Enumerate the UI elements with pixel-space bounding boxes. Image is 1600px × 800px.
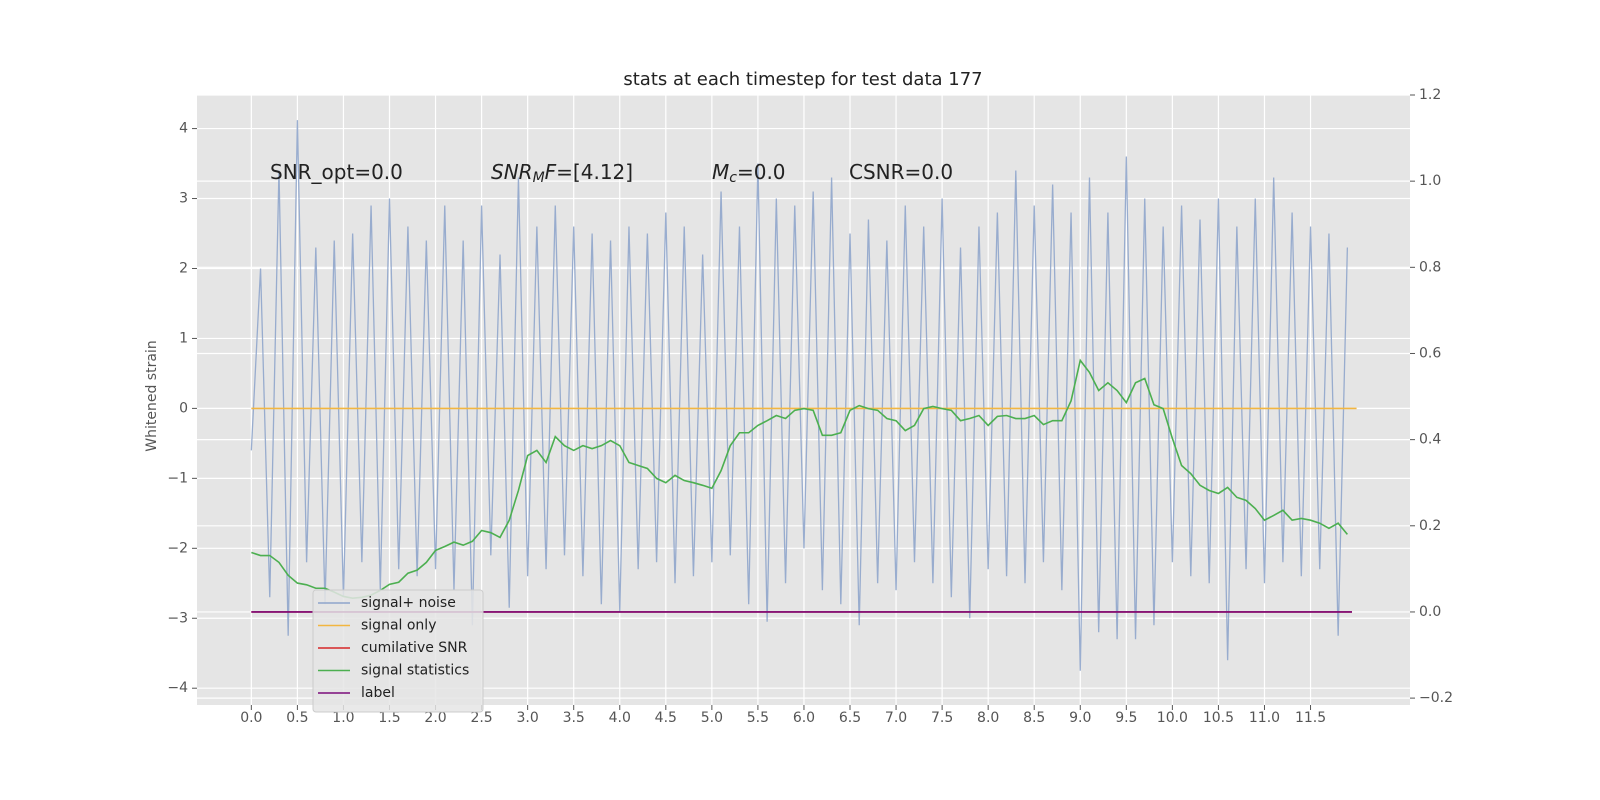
y-tick-label: −1 (167, 470, 188, 486)
x-tick-label: 1.0 (332, 710, 354, 726)
legend-box (312, 589, 484, 713)
legend: signal+ noise signal only cumilative SNR si… (312, 589, 484, 713)
x-tick-label: 0.5 (286, 710, 308, 726)
legend-label: cumilative SNR (361, 640, 468, 656)
annotation: CSNR=0.0 (849, 160, 953, 184)
x-tick-label: 3.0 (517, 710, 539, 726)
x-tick-label: 9.5 (1115, 710, 1137, 726)
y-tick-label: 3 (179, 191, 188, 207)
y2-tick-label: 0.8 (1419, 259, 1441, 275)
y2-tick-label: 0.2 (1419, 518, 1441, 534)
y2-tick-label: 1.2 (1419, 87, 1441, 103)
series-line (250, 120, 1349, 671)
x-tick-label: 5.5 (747, 710, 769, 726)
x-tick-label: 7.5 (931, 710, 953, 726)
x-tick-label: 6.5 (839, 710, 861, 726)
legend-label: signal statistics (361, 663, 469, 679)
y2-tick-label: 1.0 (1419, 173, 1441, 189)
y2-tick-label: −0.2 (1419, 690, 1453, 706)
annotation-part: CSNR=0.0 (849, 160, 953, 184)
legend-label: label (361, 685, 395, 701)
annotation: SNR_opt=0.0 (270, 160, 403, 184)
x-tick-label: 4.0 (609, 710, 631, 726)
y-axis-label: Whitened strain (144, 340, 160, 451)
x-tick-label: 11.0 (1249, 710, 1280, 726)
annotation-part: c (729, 170, 737, 186)
y-tick-label: −4 (167, 680, 188, 696)
annotation-part: SNR_opt=0.0 (270, 160, 403, 184)
x-tick-label: 9.0 (1069, 710, 1091, 726)
y-tick-label: −2 (167, 540, 188, 556)
x-tick-label: 6.0 (793, 710, 815, 726)
legend-label: signal only (361, 618, 436, 634)
x-tick-label: 1.5 (378, 710, 400, 726)
annotation-part: =0.0 (737, 160, 786, 184)
y-tick-label: 2 (179, 260, 188, 276)
y2-tick-label: 0.6 (1419, 345, 1441, 361)
x-tick-label: 5.0 (701, 710, 723, 726)
x-tick-label: 2.0 (424, 710, 446, 726)
series-line (251, 358, 1348, 599)
x-tick-label: 7.0 (885, 710, 907, 726)
y-tick-label: 0 (179, 400, 188, 416)
annotation: SNRMF=[4.12] (491, 160, 633, 187)
annotation-part: M (533, 170, 545, 186)
y-tick-label: −3 (167, 610, 188, 626)
x-tick-label: 8.5 (1023, 710, 1045, 726)
x-tick-label: 10.0 (1157, 710, 1188, 726)
y2-tick-label: 0.0 (1419, 604, 1441, 620)
annotation: Mc=0.0 (712, 160, 786, 187)
y2-tick-label: 0.4 (1419, 432, 1441, 448)
annotation-part: =[4.12] (556, 160, 633, 184)
x-tick-label: 3.5 (563, 710, 585, 726)
legend-label: signal+ noise (361, 595, 456, 611)
y-tick-label: 1 (179, 330, 188, 346)
x-tick-label: 2.5 (470, 710, 492, 726)
annotation-part: F (545, 160, 557, 184)
chart-title: stats at each timestep for test data 177 (623, 69, 982, 90)
x-tick-label: 8.0 (977, 710, 999, 726)
y-tick-label: 4 (179, 121, 188, 137)
x-tick-label: 10.5 (1203, 710, 1234, 726)
x-tick-label: 4.5 (655, 710, 677, 726)
annotation-part: M (712, 160, 729, 184)
x-tick-label: 0.0 (240, 710, 262, 726)
annotation-part: SNR (491, 160, 533, 184)
x-tick-label: 11.5 (1295, 710, 1326, 726)
